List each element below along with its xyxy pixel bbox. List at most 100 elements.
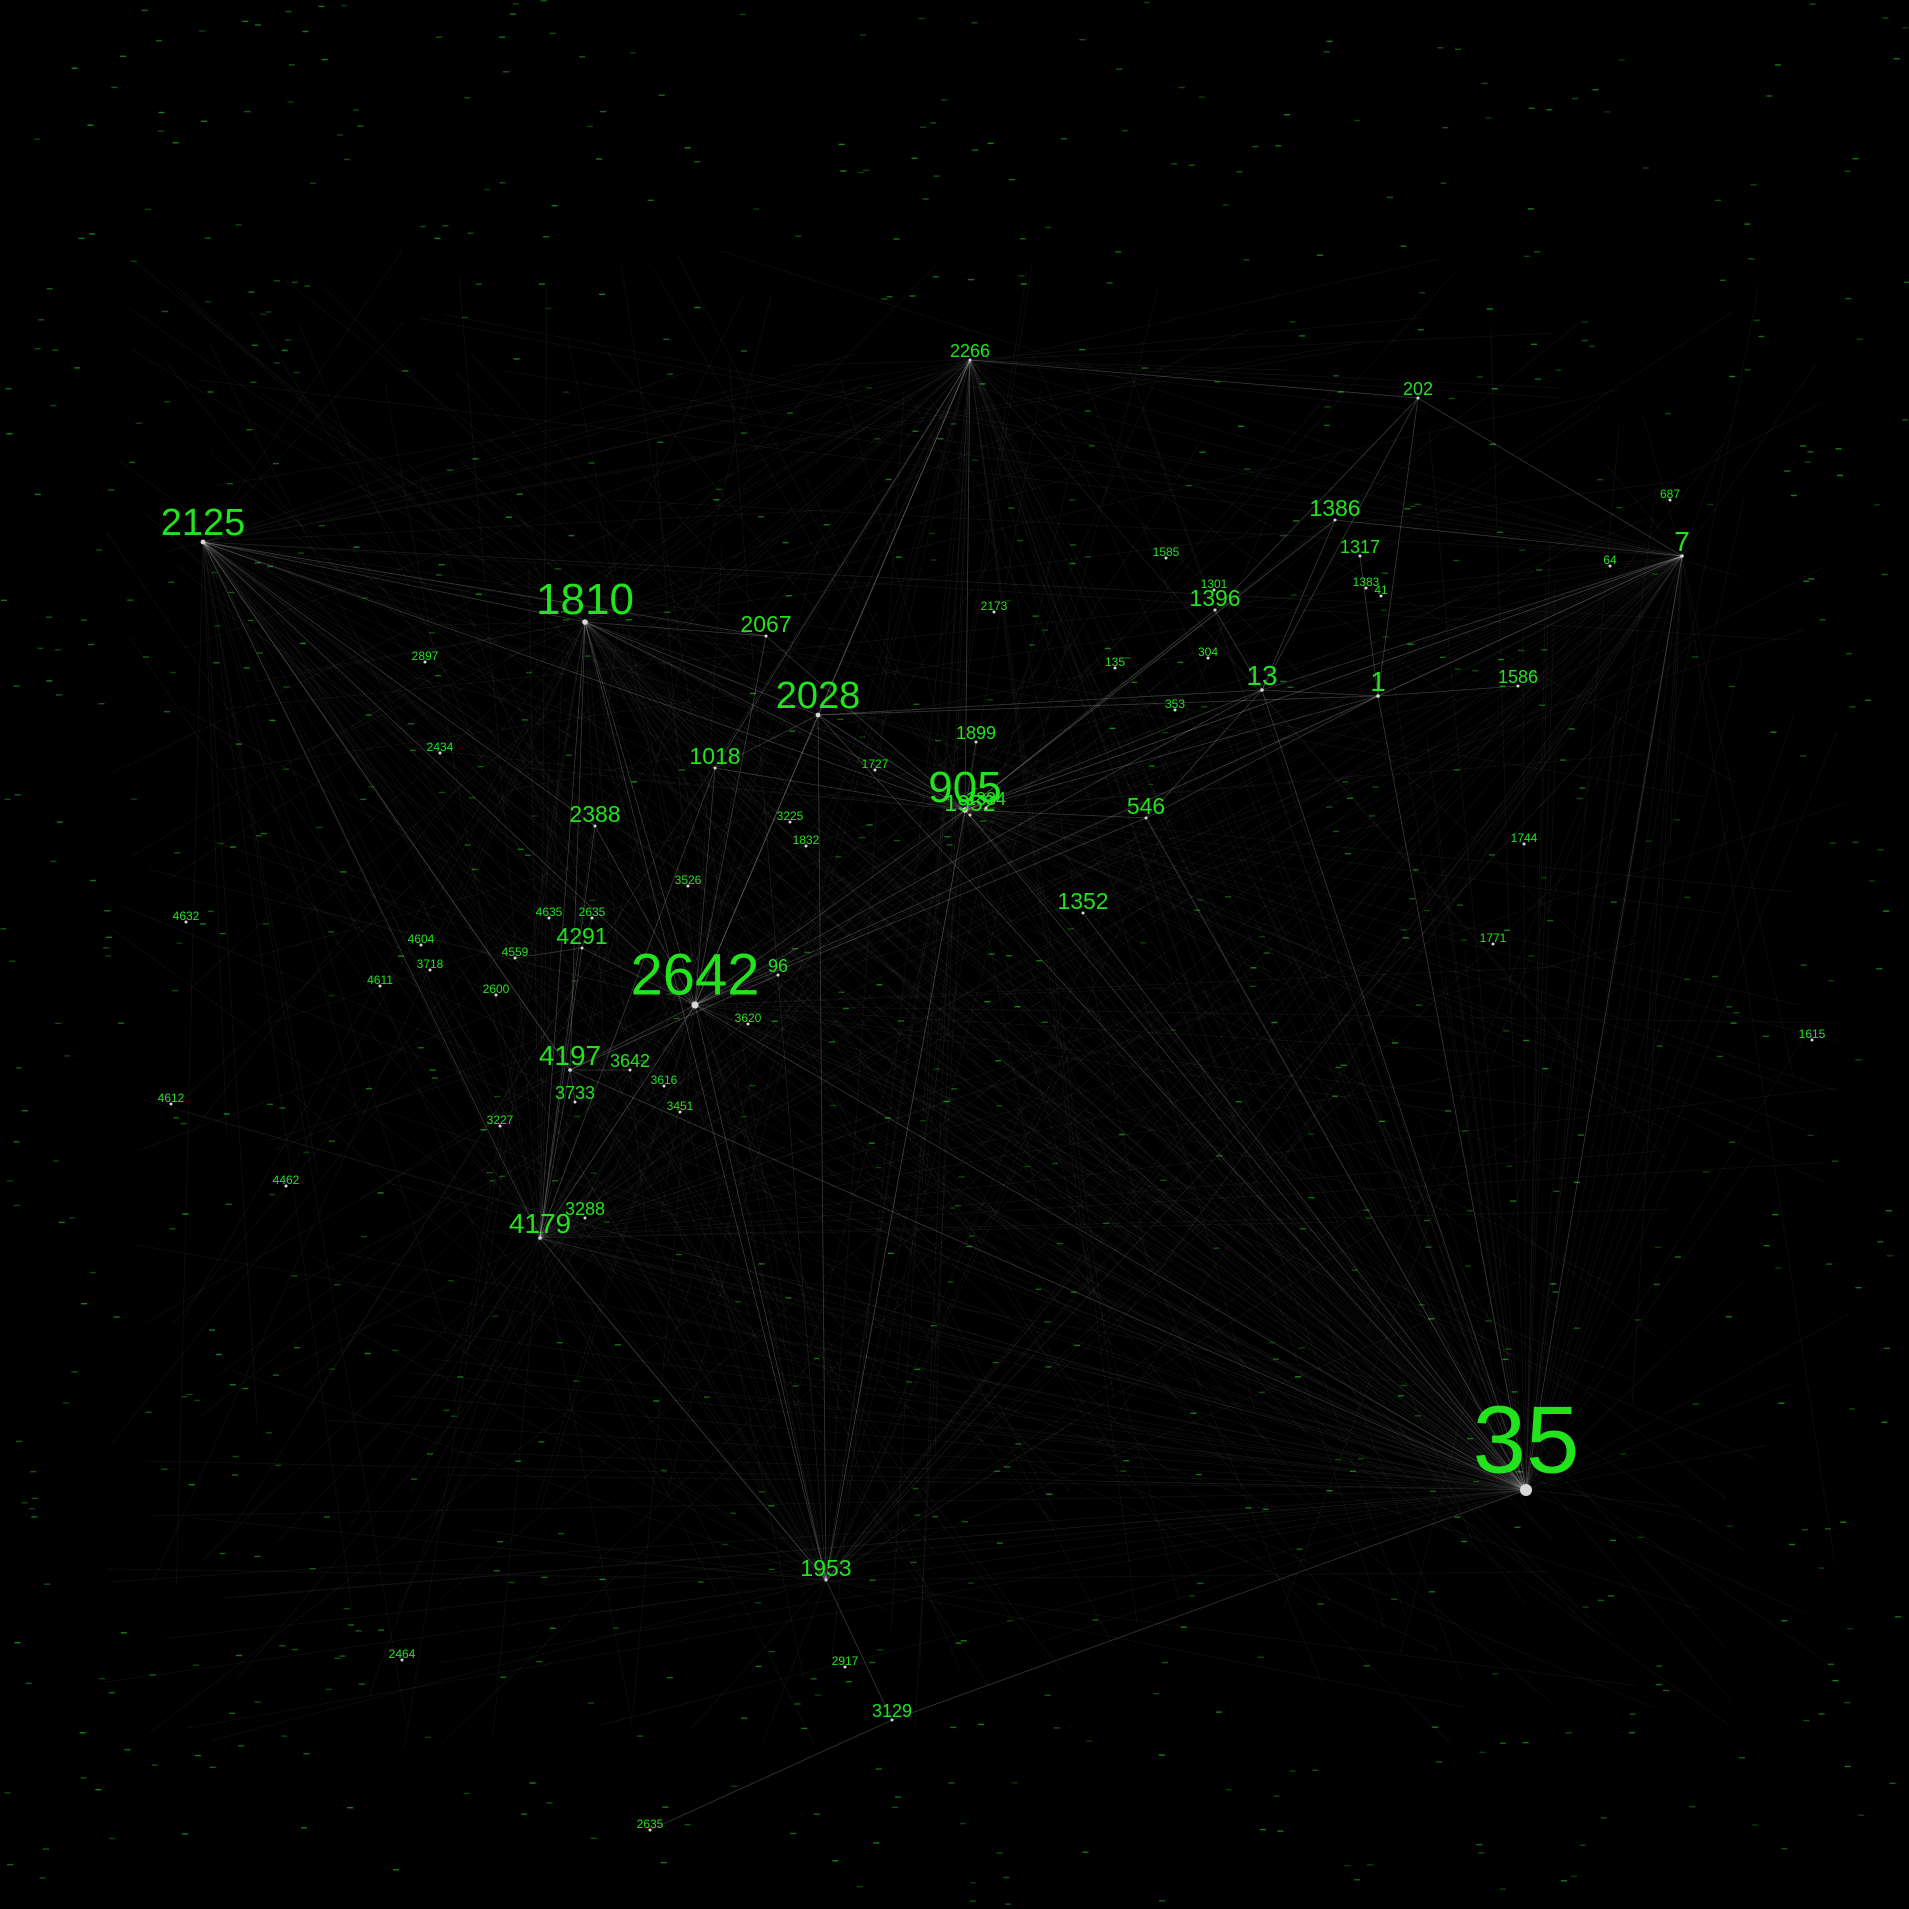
graph-node[interactable]: 7 (1674, 526, 1690, 558)
graph-node[interactable]: 2067 (740, 611, 792, 638)
graph-node[interactable]: 2028 (776, 675, 861, 718)
graph-node[interactable]: 64 (1603, 553, 1617, 568)
graph-node[interactable]: 1744 (1511, 831, 1538, 846)
graph-node[interactable]: 1810 (536, 575, 634, 625)
graph-node[interactable]: 4632 (173, 909, 200, 924)
minor-node-mark (254, 1701, 261, 1703)
edge (205, 838, 696, 1006)
graph-node[interactable]: 1615 (1799, 1027, 1826, 1042)
node-label: 4179 (509, 1208, 571, 1239)
graph-node[interactable]: 3733 (555, 1083, 595, 1104)
graph-node[interactable]: 2635 (637, 1817, 664, 1832)
edge (237, 809, 966, 1679)
graph-node[interactable]: 2434 (427, 740, 454, 755)
graph-node[interactable]: 13 (1246, 660, 1278, 692)
graph-node[interactable]: 687 (1660, 487, 1680, 502)
minor-node-mark (1104, 647, 1111, 650)
graph-node[interactable]: 3225 (777, 809, 804, 824)
minor-node-mark (303, 1151, 310, 1153)
minor-node-mark (694, 306, 701, 309)
graph-node[interactable]: 3129 (872, 1701, 912, 1722)
graph-node[interactable]: 3451 (667, 1099, 694, 1114)
edge (165, 541, 204, 553)
graph-node[interactable]: 2388 (569, 801, 621, 828)
graph-node[interactable]: 1832 (793, 833, 820, 848)
graph-node[interactable]: 3642 (610, 1051, 650, 1072)
graph-node[interactable]: 4612 (158, 1091, 185, 1106)
minor-node-mark (758, 1491, 765, 1493)
graph-node[interactable]: 353 (1165, 697, 1185, 712)
graph-node[interactable]: 2635 (579, 905, 606, 920)
graph-node[interactable]: 3616 (651, 1073, 678, 1088)
minor-node-mark (1429, 1591, 1436, 1593)
graph-node[interactable]: 1586 (1498, 667, 1538, 688)
edge (210, 343, 827, 1581)
graph-node[interactable]: 1018 (689, 743, 741, 770)
edge (539, 1237, 1369, 1458)
minor-node-mark (987, 142, 994, 145)
graph-node[interactable]: 202 (1403, 379, 1433, 400)
minor-node-mark (1014, 1006, 1021, 1008)
edge (694, 359, 971, 896)
minor-node-mark (1576, 797, 1583, 800)
graph-node[interactable]: 41 (1374, 583, 1388, 598)
graph-node[interactable]: 4604 (408, 932, 435, 947)
graph-node[interactable]: 304 (1198, 645, 1218, 660)
edge (721, 250, 1683, 557)
minor-node-mark (1751, 1824, 1758, 1826)
edge (714, 714, 819, 769)
edge (236, 1489, 1527, 1598)
graph-node[interactable]: 3718 (417, 957, 444, 972)
edge (454, 621, 586, 1404)
graph-node[interactable]: 2125 (161, 502, 246, 545)
edge (1083, 555, 1683, 775)
graph-node[interactable]: 35 (1473, 1387, 1580, 1496)
graph-node[interactable]: 3227 (487, 1113, 514, 1128)
graph-node[interactable]: 2464 (389, 1647, 416, 1662)
graph-node[interactable]: 1352 (1057, 888, 1109, 915)
edge (694, 402, 1822, 1006)
graph-node[interactable]: 2600 (483, 982, 510, 997)
graph-node[interactable]: 4635 (536, 905, 563, 920)
graph-node[interactable]: 2642 (630, 943, 760, 1009)
minor-node-mark (1213, 1247, 1220, 1249)
minor-node-mark (310, 182, 317, 184)
graph-node[interactable]: 1383 (1353, 575, 1380, 590)
graph-node[interactable]: 905 (928, 763, 1002, 813)
graph-node[interactable]: 1585 (1153, 545, 1180, 560)
graph-node[interactable]: 1899 (956, 723, 996, 744)
graph-node[interactable]: 2917 (832, 1654, 859, 1669)
node-dot (968, 358, 972, 362)
graph-node[interactable]: 1317 (1340, 537, 1380, 558)
graph-node[interactable]: 4559 (502, 945, 529, 960)
graph-node[interactable]: 2897 (412, 649, 439, 664)
graph-node[interactable]: 1301 (1201, 577, 1228, 592)
graph-node[interactable]: 3526 (675, 873, 702, 888)
graph-node[interactable]: 3288 (565, 1199, 605, 1220)
graph-node[interactable]: 1386 (1309, 495, 1361, 522)
edge (584, 295, 744, 623)
graph-node[interactable]: 3620 (735, 1011, 762, 1026)
graph-node[interactable]: 1771 (1480, 931, 1507, 946)
graph-node[interactable]: 1952 (944, 790, 996, 817)
edge (202, 541, 532, 988)
graph-node[interactable]: 1 (1370, 666, 1386, 698)
edge (384, 1111, 1527, 1491)
graph-node[interactable]: 546 (1127, 793, 1165, 820)
minor-node-mark (1287, 686, 1294, 688)
graph-node[interactable]: 1727 (862, 757, 889, 772)
graph-node[interactable]: 4462 (273, 1173, 300, 1188)
minor-node-mark (1744, 369, 1751, 371)
graph-node[interactable]: 4197 (539, 1040, 601, 1072)
minor-node-mark (1784, 470, 1791, 472)
graph-node[interactable]: 4179 (509, 1208, 571, 1240)
edge (969, 359, 1419, 399)
graph-node[interactable]: 2266 (950, 341, 990, 362)
graph-node[interactable]: 4611 (367, 973, 393, 988)
graph-node[interactable]: 2173 (981, 599, 1008, 614)
graph-node[interactable]: 1953 (800, 1555, 852, 1582)
graph-node[interactable]: 1834 (966, 789, 1006, 810)
graph-node[interactable]: 135 (1105, 655, 1125, 670)
graph-node[interactable]: 96 (768, 956, 788, 977)
graph-node[interactable]: 4291 (556, 923, 608, 950)
